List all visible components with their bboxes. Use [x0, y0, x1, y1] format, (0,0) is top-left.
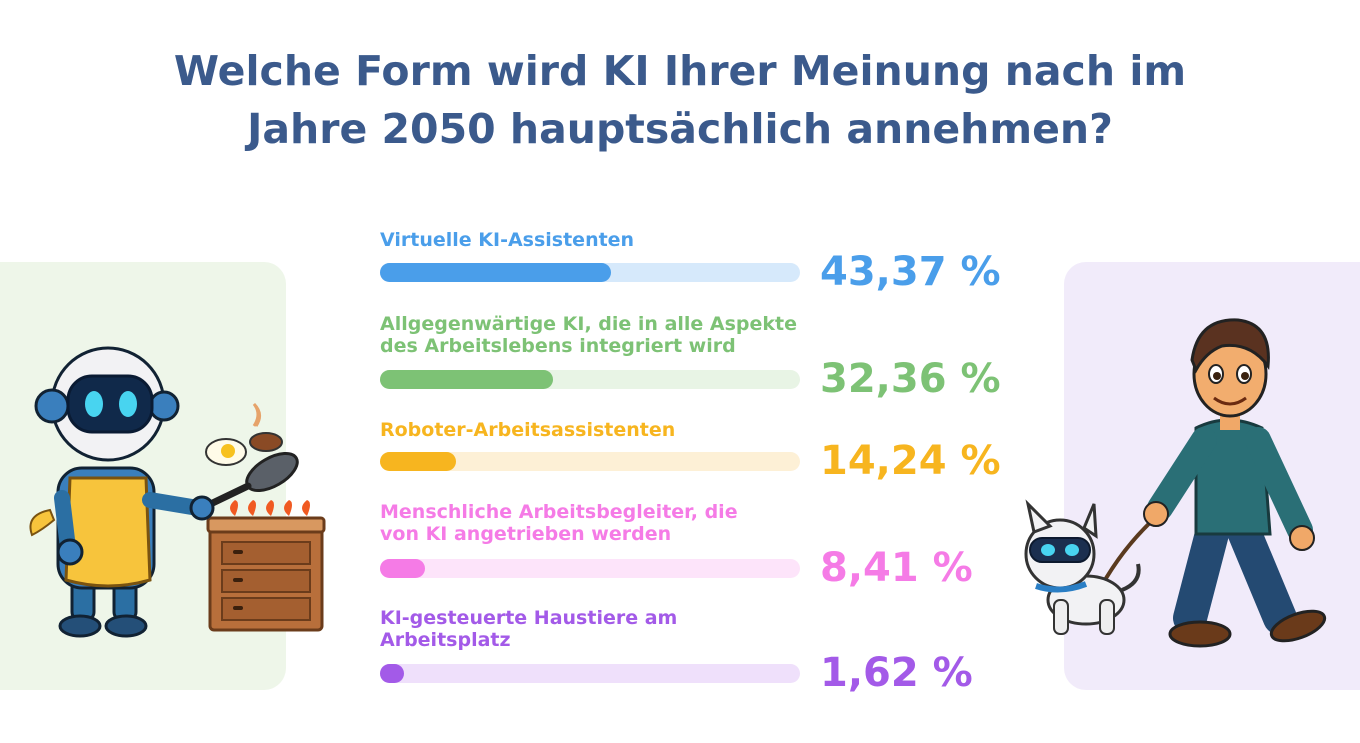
value-label-5: 1,62 % — [820, 650, 973, 696]
bar-label-line: Allgegenwärtige KI, die in alle Aspekte — [380, 313, 798, 335]
bar-track-5 — [380, 664, 800, 683]
bar-4 — [380, 559, 425, 578]
bar-label-line: von KI angetrieben werden — [380, 523, 672, 545]
bar-track-2 — [380, 370, 800, 389]
value-label-4: 8,41 % — [820, 545, 973, 591]
bar-label-3: Roboter-Arbeitsassistenten — [380, 419, 870, 441]
bar-track-1 — [380, 263, 800, 282]
bar-3 — [380, 452, 456, 471]
bar-label-line: Arbeitsplatz — [380, 629, 511, 651]
bar-track-4 — [380, 559, 800, 578]
robot-chef-icon — [29, 346, 326, 638]
bar-label-line: Menschliche Arbeitsbegleiter, die — [380, 501, 738, 523]
bar-5 — [380, 664, 404, 683]
bar-label-line: KI-gesteuerte Haustiere am — [380, 607, 678, 629]
bar-track-3 — [380, 452, 800, 471]
value-label-2: 32,36 % — [820, 356, 1001, 402]
bar-label-line: Virtuelle KI-Assistenten — [380, 229, 635, 251]
value-label-1: 43,37 % — [820, 249, 1001, 295]
title-line-1: Welche Form wird KI Ihrer Meinung nach i… — [173, 47, 1187, 95]
man-walking-robot-dog-icon — [1024, 318, 1327, 648]
chart-title: Welche Form wird KI Ihrer Meinung nach i… — [0, 42, 1360, 158]
bar-label-5: KI-gesteuerte Haustiere am Arbeitsplatz — [380, 607, 870, 651]
title-line-2: Jahre 2050 hauptsächlich annehmen? — [247, 105, 1113, 153]
bar-label-line: des Arbeitslebens integriert wird — [380, 335, 736, 357]
bar-label-4: Menschliche Arbeitsbegleiter, die von KI … — [380, 501, 870, 545]
value-label-3: 14,24 % — [820, 438, 1001, 484]
bar-label-line: Roboter-Arbeitsassistenten — [380, 419, 676, 441]
bar-label-1: Virtuelle KI-Assistenten — [380, 229, 870, 251]
bar-1 — [380, 263, 612, 282]
bar-2 — [380, 370, 553, 389]
bar-label-2: Allgegenwärtige KI, die in alle Aspekte d… — [380, 313, 870, 357]
